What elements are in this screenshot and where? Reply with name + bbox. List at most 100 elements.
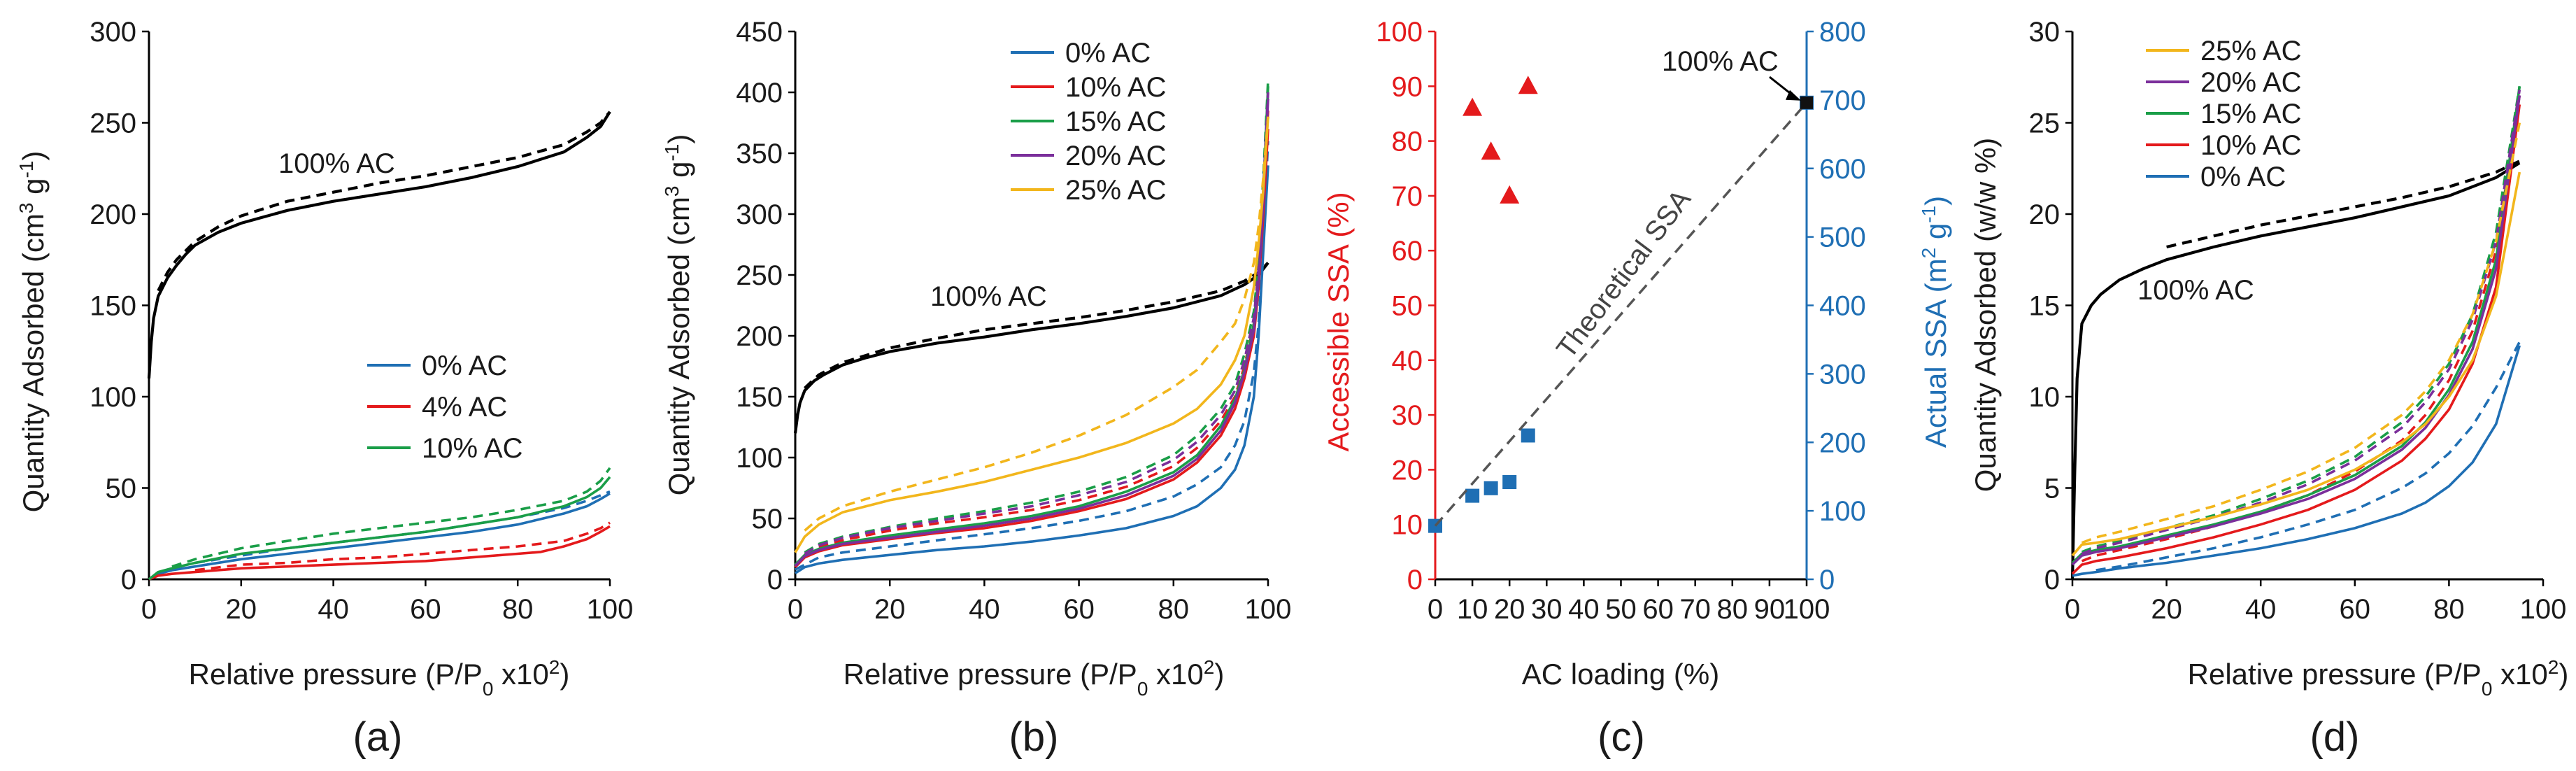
panel-d-annotation-100ac: 100% AC	[2137, 275, 2254, 306]
panel-c-annotation-theoretical: Theoretical SSA	[1551, 184, 1697, 365]
panel-b-annotation-100ac: 100% AC	[930, 281, 1047, 312]
panel-d-line-15pct-ac-solid	[2071, 86, 2521, 564]
panel-c-actual-ssa-marker	[1521, 428, 1535, 443]
panel-b-line-20pct-ac-solid	[794, 98, 1269, 567]
panel-c-x-tick-label: 100	[1784, 594, 1830, 625]
panel-d-line-10pct-ac-solid	[2071, 104, 2521, 575]
panel-b-legend-label-15pct-ac: 15% AC	[1065, 106, 1167, 137]
panel-d-line-25pct-ac-dashed	[2081, 122, 2521, 544]
panel-b-x-tick-label: 60	[1063, 594, 1095, 625]
panel-b-legend-label-10pct-ac: 10% AC	[1065, 72, 1167, 103]
panel-b-line-100pct-ac-solid	[793, 262, 1269, 434]
panel-a-line-100pct-ac-dashed	[157, 111, 611, 292]
panel-b-legend-label-20pct-ac: 20% AC	[1065, 141, 1167, 171]
panel-c-accessible-ssa-marker	[1518, 76, 1538, 94]
panel-d-xlabel: Relative pressure (P/P0 x102)	[2188, 656, 2569, 700]
panel-c-y-tick-label: 30	[1392, 400, 1423, 431]
panel-d-line-0pct-ac-dashed	[2095, 341, 2521, 572]
panel-a-ylabel: Quantity Adsorbed (cm3 g-1)	[15, 151, 50, 513]
panel-d-line-15pct-ac-dashed	[2081, 86, 2521, 553]
panel-b-line-100pct-ac-dashed	[804, 262, 1269, 390]
panel-a-x-tick-label: 80	[502, 594, 534, 625]
panel-c-x-tick-label: 90	[1754, 594, 1786, 625]
panel-c-y-tick-label: 90	[1392, 71, 1423, 102]
panel-c-y2-tick-label: 400	[1819, 291, 1866, 322]
panel-a-y-tick-label: 50	[106, 474, 137, 504]
panel-c-x-tick-label: 30	[1531, 594, 1563, 625]
panel-c-actual-ssa-marker	[1502, 475, 1517, 490]
panel-c-accessible-ssa-marker	[1481, 141, 1501, 160]
panel-c-x-tick-label: 40	[1568, 594, 1600, 625]
panel-c-accessible-ssa-marker	[1463, 97, 1483, 116]
panel-d-y-tick-label: 25	[2029, 108, 2061, 139]
panel-a-x-tick-label: 40	[318, 594, 349, 625]
panel-d-line-20pct-ac-dashed	[2081, 90, 2521, 556]
panel-a-caption: (a)	[353, 714, 403, 760]
panel-a-x-tick-label: 100	[587, 594, 634, 625]
panel-c-y2-tick-label: 800	[1819, 17, 1866, 48]
panel-c-y-tick-label: 20	[1392, 455, 1423, 486]
panel-b-line-25pct-ac-dashed	[804, 116, 1269, 532]
panel-c-y-tick-label: 80	[1392, 127, 1423, 157]
panel-c-y-tick-label: 100	[1376, 17, 1423, 48]
panel-c-y2-tick-label: 500	[1819, 222, 1866, 253]
panel-b-line-10pct-ac-dashed	[804, 111, 1269, 556]
panel-b-legend-label-25pct-ac: 25% AC	[1065, 175, 1167, 206]
panel-b-y-tick-label: 0	[767, 565, 783, 595]
panel-d-y-tick-label: 15	[2029, 291, 2061, 322]
panel-b-line-25pct-ac-solid	[794, 116, 1269, 553]
panel-b-x-tick-label: 100	[1245, 594, 1292, 625]
panel-a-x-tick-label: 0	[141, 594, 157, 625]
panel-a-line-10pct-ac-solid	[148, 476, 611, 581]
panel-a-y-tick-label: 300	[90, 17, 136, 48]
panel-d-y-tick-label: 20	[2029, 199, 2061, 230]
panel-c-y2-tick-label: 700	[1819, 85, 1866, 116]
panel-d-legend-label-0pct-ac: 0% AC	[2200, 162, 2286, 192]
panel-b-y-tick-label: 100	[736, 443, 783, 474]
panel-b: Quantity Adsorbed (cm3 g-1) Relative pre…	[661, 17, 1292, 760]
panel-c-100ac-marker	[1800, 96, 1813, 109]
panel-d-x-tick-label: 100	[2520, 594, 2567, 625]
panel-c-annotation-100ac: 100% AC	[1662, 46, 1779, 77]
panel-b-y-tick-label: 200	[736, 321, 783, 352]
panel-b-line-0pct-ac-solid	[795, 165, 1269, 574]
panel-c-y-tick-label: 50	[1392, 291, 1423, 322]
panel-c-x-tick-label: 60	[1642, 594, 1674, 625]
panel-b-y-tick-label: 300	[736, 199, 783, 230]
panel-c-actual-ssa-marker	[1465, 488, 1480, 503]
panel-d-line-25pct-ac-solid	[2071, 171, 2521, 557]
panel-c-x-tick-label: 70	[1679, 594, 1711, 625]
panel-b-legend-label-0pct-ac: 0% AC	[1065, 38, 1151, 69]
panel-c-x-tick-label: 20	[1494, 594, 1525, 625]
panel-b-x-tick-label: 40	[969, 594, 1000, 625]
panel-a-y-tick-label: 150	[90, 291, 136, 322]
panel-b-line-15pct-ac-dashed	[804, 80, 1269, 554]
panel-a-y-tick-label: 200	[90, 199, 136, 230]
panel-d-line-100pct-ac-solid	[2070, 162, 2521, 580]
panel-d-line-10pct-ac-dashed	[2081, 95, 2521, 563]
panel-d-caption: (d)	[2310, 714, 2360, 760]
panel-d-legend-label-15pct-ac: 15% AC	[2200, 99, 2302, 129]
panel-a-x-tick-label: 20	[226, 594, 257, 625]
panel-b-caption: (b)	[1009, 714, 1059, 760]
panel-d-x-tick-label: 0	[2065, 594, 2080, 625]
panel-c-x-tick-label: 50	[1605, 594, 1637, 625]
panel-b-y-tick-label: 50	[752, 504, 783, 535]
panel-a-legend: 0% AC 4% AC 10% AC	[367, 351, 523, 464]
panel-d: Quantity Adsorbed (w/w %) Relative press…	[1969, 17, 2568, 760]
panel-c-ylabel: Accessible SSA (%)	[1322, 192, 1355, 451]
panel-b-line-20pct-ac-dashed	[804, 92, 1269, 556]
panel-b-xlabel: Relative pressure (P/P0 x102)	[844, 656, 1225, 700]
panel-c-y-tick-label: 0	[1407, 565, 1423, 595]
panel-b-x-tick-label: 0	[788, 594, 803, 625]
panel-b-line-0pct-ac-dashed	[795, 141, 1269, 571]
panel-b-y-tick-label: 150	[736, 382, 783, 413]
panel-d-y-tick-label: 0	[2044, 565, 2060, 595]
panel-b-line-15pct-ac-solid	[794, 86, 1269, 566]
panel-c-x-tick-label: 10	[1457, 594, 1488, 625]
panel-c-y-tick-label: 40	[1392, 346, 1423, 376]
panel-c: Accessible SSA (%) Actual SSA (m2 g-1) A…	[1322, 17, 1952, 760]
panel-d-legend-label-25pct-ac: 25% AC	[2200, 36, 2302, 66]
